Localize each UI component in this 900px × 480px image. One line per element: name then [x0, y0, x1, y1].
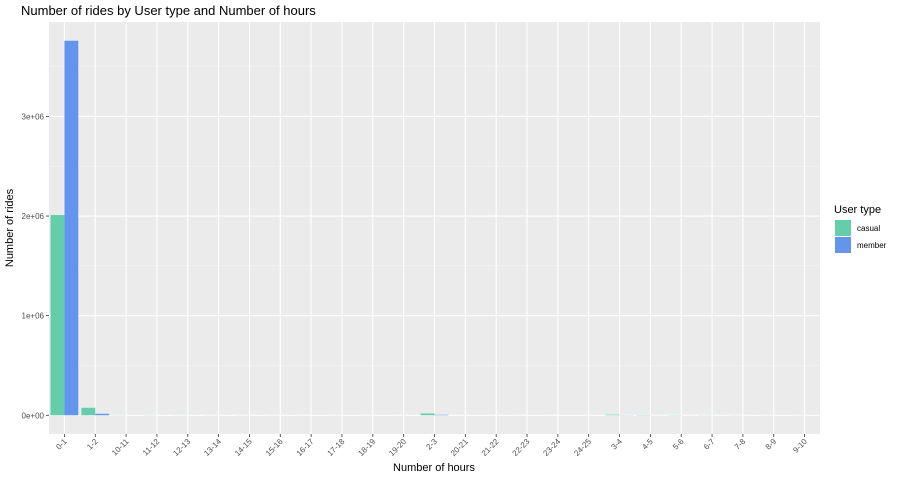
x-tick-label: 21-22	[480, 437, 501, 458]
x-tick-label: 7-8	[733, 437, 748, 452]
y-axis: 0e+00 1e+06 2e+06 3e+06	[22, 112, 49, 420]
x-tick-label: 8-9	[764, 437, 779, 452]
x-tick-label: 1-2	[85, 437, 100, 452]
x-tick-label: 5-6	[671, 437, 686, 452]
legend-label-member: member	[857, 241, 887, 250]
y-tick-label: 3e+06	[22, 112, 45, 121]
x-tick-label: 10-11	[110, 437, 131, 458]
legend-key-member	[835, 237, 851, 253]
bar-member	[64, 40, 79, 416]
x-tick-label: 16-17	[295, 437, 316, 458]
x-tick-label: 17-18	[326, 437, 347, 458]
x-tick-label: 9-10	[791, 437, 809, 455]
bar-casual	[81, 407, 96, 416]
x-axis-title: Number of hours	[393, 462, 475, 474]
bar-casual	[50, 215, 65, 416]
bar-member	[95, 413, 110, 416]
y-tick-label: 1e+06	[22, 312, 45, 321]
x-tick-label: 22-23	[511, 437, 532, 458]
legend-key-casual	[835, 220, 851, 236]
x-tick-label: 13-14	[202, 437, 223, 458]
x-tick-label: 19-20	[387, 437, 408, 458]
bars	[50, 40, 819, 416]
x-tick-label: 12-13	[171, 437, 192, 458]
x-tick-label: 15-16	[264, 437, 285, 458]
y-tick-label: 2e+06	[22, 212, 45, 221]
x-tick-label: 14-15	[233, 437, 254, 458]
x-tick-label: 2-3	[424, 437, 439, 452]
x-tick-label: 18-19	[356, 437, 377, 458]
x-tick-label: 24-25	[572, 437, 593, 458]
y-tick-label: 0e+00	[22, 411, 45, 420]
x-tick-label: 3-4	[609, 437, 624, 452]
legend: User type casual member	[834, 204, 887, 253]
x-tick-label: 4-5	[640, 437, 655, 452]
y-axis-title: Number of rides	[4, 188, 16, 267]
x-tick-label: 6-7	[702, 437, 717, 452]
x-tick-label: 11-12	[141, 437, 162, 458]
x-tick-label: 20-21	[449, 437, 470, 458]
bar-casual	[420, 413, 435, 416]
x-axis: 0-1 1-2 10-11 11-12 12-13 13-14 14-15 15-16 16-1…	[54, 434, 809, 458]
chart-title: Number of rides by User type and Number …	[21, 3, 316, 18]
x-tick-label: 0-1	[54, 437, 69, 452]
bar-casual	[605, 414, 620, 416]
legend-title: User type	[834, 204, 881, 216]
legend-label-casual: casual	[857, 224, 880, 233]
x-tick-label: 23-24	[541, 437, 562, 458]
